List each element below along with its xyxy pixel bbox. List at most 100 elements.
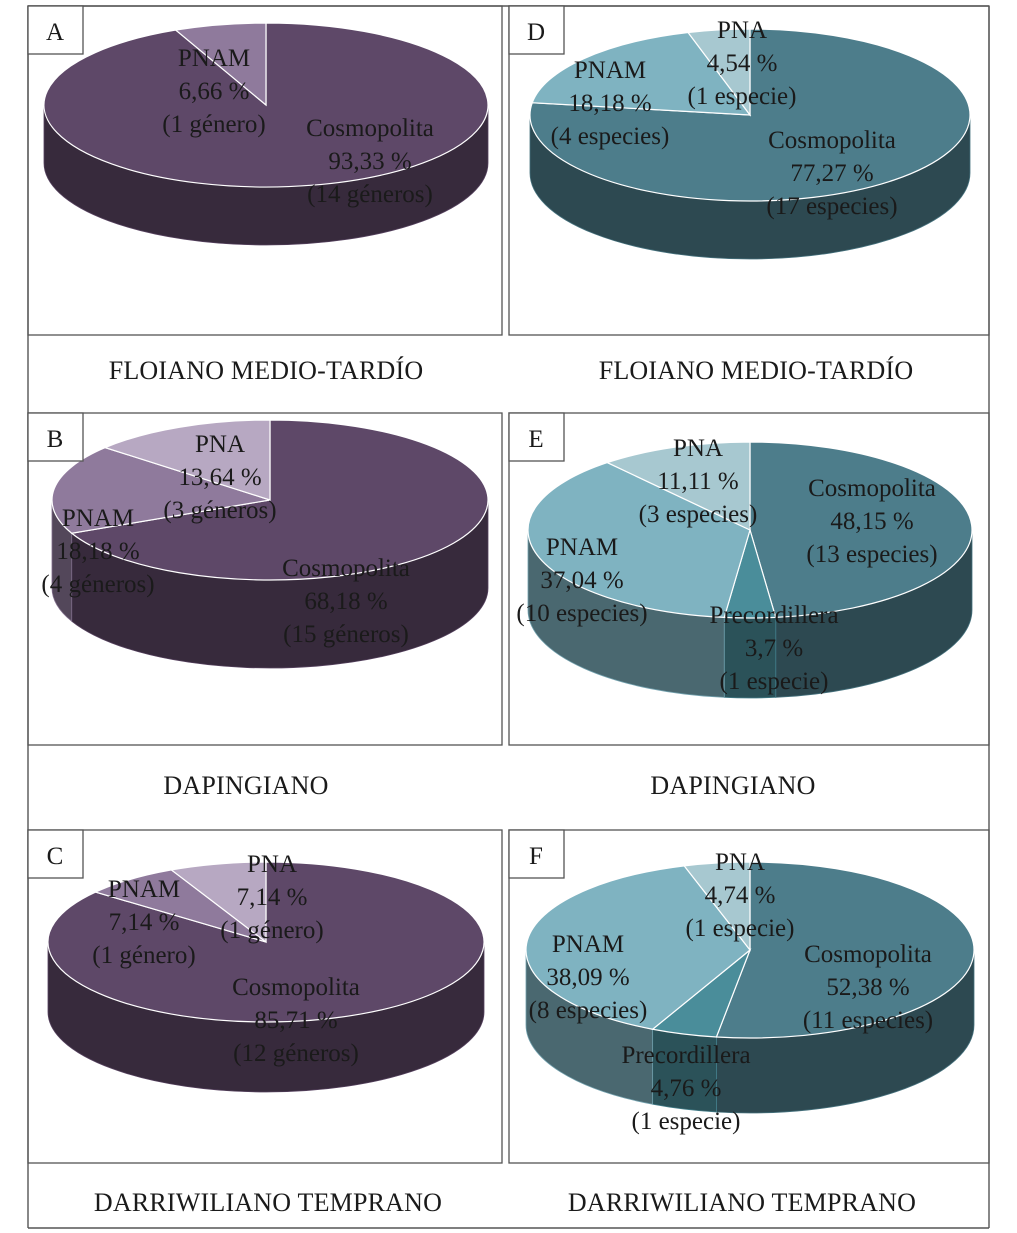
slice-label-percent-label: 7,14 % [237,884,308,911]
slice-label-cosmopolita: Cosmopolita 52,38 % (11 especies) [803,941,933,1034]
slice-label-precordillera: Precordillera 4,76 % (1 especie) [621,1042,750,1135]
slice-label-count-label: (14 géneros) [307,181,433,208]
slice-label-name: Cosmopolita [306,115,434,142]
panel-letter-box [27,5,84,55]
panel-letter-box [508,412,565,462]
panel-letter: A [46,19,64,46]
slice-label-count-label: (3 géneros) [163,497,276,524]
panel-caption: DAPINGIANO [650,771,816,800]
slice-pna [683,861,751,952]
panel-letter-box [508,829,565,879]
slice-label-name: PNAM [546,534,618,561]
slice-label-percent-label: 18,18 % [568,90,651,117]
slice-pna [169,861,267,944]
slice-label-percent-label: 4,74 % [705,882,776,909]
slice-label-count-label: (1 género) [92,942,195,969]
slice-label-pna: PNA 11,11 % (3 especies) [639,435,758,528]
panel-caption: DARRIWILIANO TEMPRANO [93,1188,443,1217]
slice-label-percent-label: 77,27 % [790,160,873,187]
slice-label-name: Cosmopolita [232,974,360,1001]
slice-label-percent-label: 37,04 % [540,567,623,594]
slice-label-pnam: PNAM 7,14 % (1 género) [92,876,195,969]
slice-label-name: PNA [247,851,297,878]
panel-letter-box [508,5,565,55]
slice-label-name: Cosmopolita [768,127,896,154]
slice-label-count-label: (1 género) [162,111,265,138]
slice-pna [686,28,751,117]
slice-label-name: Precordillera [709,602,838,629]
slice-label-percent-label: 38,09 % [546,964,629,991]
slice-label-name: PNA [673,435,723,462]
slice-pnam [525,865,751,1030]
slice-label-percent-label: 4,76 % [651,1075,722,1102]
slice-label-count-label: (1 especie) [688,83,797,110]
slice-label-count-label: (1 especie) [686,915,795,942]
slice-label-name: PNA [195,431,245,458]
panel-letter: B [47,426,64,453]
slice-label-percent-label: 6,66 % [179,78,250,105]
slice-label-count-label: (12 géneros) [233,1040,359,1067]
slice-label-pna: PNA 4,54 % (1 especie) [688,17,797,110]
panel-letter: F [529,843,543,870]
slice-label-count-label: (8 especies) [529,997,648,1024]
slice-label-count-label: (17 especies) [766,193,897,220]
slice-label-precordillera: Precordillera 3,7 % (1 especie) [709,602,838,695]
slice-label-percent-label: 52,38 % [826,974,909,1001]
slice-label-percent-label: 18,18 % [56,538,139,565]
slice-label-cosmopolita: Cosmopolita 93,33 % (14 géneros) [306,115,434,208]
panel-letter: C [47,843,64,870]
slice-label-name: PNAM [62,505,134,532]
slice-label-pna: PNA 7,14 % (1 género) [220,851,323,944]
slice-label-pnam: PNAM 6,66 % (1 género) [162,45,265,138]
slice-label-cosmopolita: Cosmopolita 77,27 % (17 especies) [766,127,897,220]
slice-label-cosmopolita: Cosmopolita 48,15 % (13 especies) [806,475,937,568]
slice-label-pnam: PNAM 38,09 % (8 especies) [529,931,648,1024]
slice-pna [103,419,271,501]
panel-letter: D [527,19,545,46]
slice-label-name: PNAM [552,931,624,958]
slice-label-name: PNAM [574,57,646,84]
slice-label-count-label: (11 especies) [803,1007,933,1034]
panel-letter-box [27,829,84,879]
panel-box-e [508,412,990,746]
slice-label-percent-label: 11,11 % [657,468,738,495]
slice-label-count-label: (15 géneros) [283,621,409,648]
panel-caption: FLOIANO MEDIO-TARDÍO [598,356,914,385]
slice-label-name: Cosmopolita [804,941,932,968]
slice-label-percent-label: 4,54 % [707,50,778,77]
slice-label-count-label: (1 especie) [720,668,829,695]
slice-label-count-label: (10 especies) [516,600,647,627]
slice-label-count-label: (1 género) [220,917,323,944]
panel-caption: DAPINGIANO [163,771,329,800]
slice-label-percent-label: 3,7 % [745,635,803,662]
slice-pnam [51,446,271,534]
panel-caption: FLOIANO MEDIO-TARDÍO [108,356,424,385]
slice-label-count-label: (4 especies) [551,123,670,150]
panel-box-a [27,5,503,336]
panel-letter: E [528,426,543,453]
slice-label-name: Cosmopolita [282,555,410,582]
slice-label-pna: PNA 13,64 % (3 géneros) [163,431,276,524]
slice-label-percent-label: 85,71 % [254,1007,337,1034]
slice-cosmopolita [70,419,489,581]
slice-label-percent-label: 48,15 % [830,508,913,535]
slice-label-pna: PNA 4,74 % (1 especie) [686,849,795,942]
slice-label-pnam: PNAM 18,18 % (4 géneros) [41,505,154,598]
slice-label-pnam: PNAM 37,04 % (10 especies) [516,534,647,627]
slice-label-percent-label: 7,14 % [109,909,180,936]
slice-pna [605,441,751,531]
slice-label-percent-label: 93,33 % [328,148,411,175]
slice-label-percent-label: 13,64 % [178,464,261,491]
slice-label-name: Precordillera [621,1042,750,1069]
slice-label-name: PNAM [178,45,250,72]
panel-box-d [508,5,990,336]
panel-box-c [27,829,503,1164]
slice-label-cosmopolita: Cosmopolita 85,71 % (12 géneros) [232,974,360,1067]
panel-box-b [27,412,503,746]
